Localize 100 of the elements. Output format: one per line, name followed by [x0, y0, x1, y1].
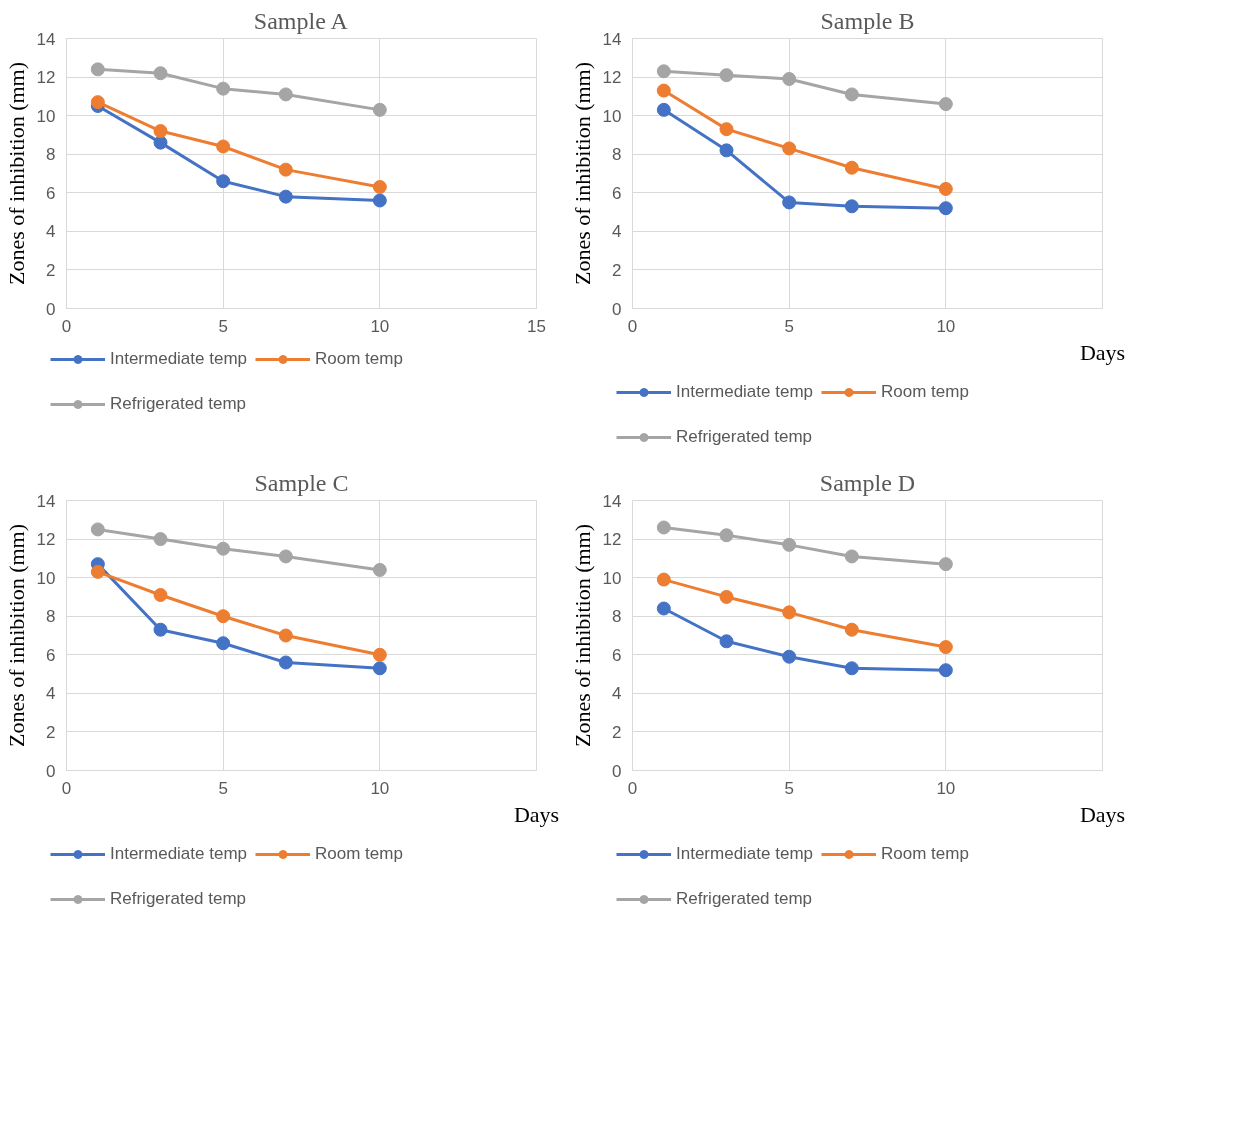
- point: [938, 557, 953, 572]
- x-tick-label: 5: [218, 778, 228, 798]
- x-axis-title: Days: [1079, 339, 1126, 365]
- legend-label: Intermediate temp: [676, 382, 814, 402]
- point: [278, 549, 293, 564]
- point: [844, 160, 859, 175]
- y-tick-label: 0: [612, 761, 622, 781]
- x-tick-label: 10: [370, 778, 390, 798]
- point: [216, 541, 231, 556]
- y-tick-label: 0: [612, 299, 622, 319]
- point: [719, 528, 734, 543]
- x-tick-label: 15: [527, 316, 546, 336]
- y-tick-label: 12: [602, 68, 622, 88]
- point: [656, 601, 671, 616]
- chart-title: Sample C: [254, 469, 349, 496]
- x-tick-label: 5: [784, 778, 794, 798]
- point: [216, 609, 231, 624]
- y-tick-label: 6: [46, 183, 56, 203]
- x-tick-label: 10: [936, 778, 956, 798]
- point: [844, 622, 859, 637]
- y-tick-label: 6: [612, 183, 622, 203]
- y-tick-label: 10: [602, 568, 622, 588]
- y-axis-title: Zones of inhibition (mm): [3, 61, 29, 286]
- y-tick-label: 8: [46, 145, 56, 165]
- point: [90, 522, 105, 537]
- point: [782, 537, 797, 552]
- point: [153, 135, 168, 150]
- y-tick-label: 2: [612, 722, 622, 742]
- point: [278, 628, 293, 643]
- y-tick-label: 8: [612, 145, 622, 165]
- y-tick-label: 4: [46, 684, 56, 704]
- point: [278, 87, 293, 102]
- point: [90, 95, 105, 110]
- y-tick-label: 12: [36, 68, 56, 88]
- point: [153, 622, 168, 637]
- x-axis-title: Days: [1079, 801, 1126, 827]
- y-axis-title: Zones of inhibition (mm): [569, 61, 595, 286]
- y-tick-label: 8: [46, 607, 56, 627]
- x-tick-label: 10: [936, 316, 956, 336]
- legend-label: Intermediate temp: [676, 844, 814, 864]
- chart-title: Sample D: [819, 469, 916, 496]
- y-tick-label: 14: [602, 29, 622, 49]
- point: [782, 195, 797, 210]
- point: [372, 647, 387, 662]
- point: [153, 532, 168, 547]
- point: [153, 588, 168, 602]
- y-tick-label: 4: [612, 222, 622, 242]
- chart-title: Sample B: [820, 7, 915, 34]
- legend-label: Room temp: [315, 844, 403, 864]
- y-tick-label: 14: [602, 491, 622, 511]
- point: [938, 663, 953, 678]
- point: [278, 189, 293, 204]
- point: [844, 199, 859, 214]
- point: [278, 162, 293, 177]
- x-axis-title: Days: [513, 801, 560, 827]
- point: [938, 640, 953, 655]
- point: [719, 143, 734, 158]
- y-tick-label: 10: [602, 106, 622, 126]
- x-tick-label: 0: [61, 316, 72, 336]
- point: [938, 97, 953, 112]
- point: [782, 649, 797, 664]
- point: [216, 139, 231, 154]
- legend-label: Refrigerated temp: [676, 427, 813, 447]
- point: [372, 562, 387, 577]
- point: [719, 634, 734, 649]
- y-axis-title: Zones of inhibition (mm): [569, 523, 595, 748]
- point: [938, 181, 953, 196]
- y-axis-title: Zones of inhibition (mm): [3, 523, 29, 748]
- point: [782, 141, 797, 156]
- point: [216, 81, 231, 96]
- point: [90, 62, 105, 77]
- point: [216, 636, 231, 651]
- point: [719, 68, 734, 83]
- y-tick-label: 10: [36, 106, 56, 126]
- point: [153, 66, 168, 81]
- legend-label: Intermediate temp: [110, 349, 248, 369]
- x-tick-label: 0: [627, 778, 638, 798]
- point: [844, 661, 859, 676]
- y-tick-label: 2: [46, 722, 56, 742]
- point: [372, 102, 387, 117]
- point: [656, 64, 671, 79]
- point: [216, 174, 231, 189]
- y-tick-label: 8: [612, 607, 622, 627]
- point: [278, 655, 293, 670]
- legend-label: Refrigerated temp: [676, 889, 813, 909]
- y-tick-label: 2: [46, 260, 56, 280]
- point: [656, 572, 671, 587]
- y-tick-label: 14: [36, 491, 56, 511]
- legend-label: Room temp: [315, 349, 403, 369]
- x-tick-label: 5: [218, 316, 228, 336]
- point: [372, 180, 387, 194]
- point: [782, 605, 797, 620]
- point: [719, 589, 734, 604]
- chart-title: Sample A: [253, 7, 349, 34]
- legend-label: Room temp: [881, 382, 969, 402]
- y-tick-label: 6: [46, 645, 56, 665]
- y-tick-label: 0: [46, 761, 56, 781]
- y-tick-label: 2: [612, 260, 622, 280]
- y-tick-label: 4: [612, 684, 622, 704]
- legend-label: Intermediate temp: [110, 844, 248, 864]
